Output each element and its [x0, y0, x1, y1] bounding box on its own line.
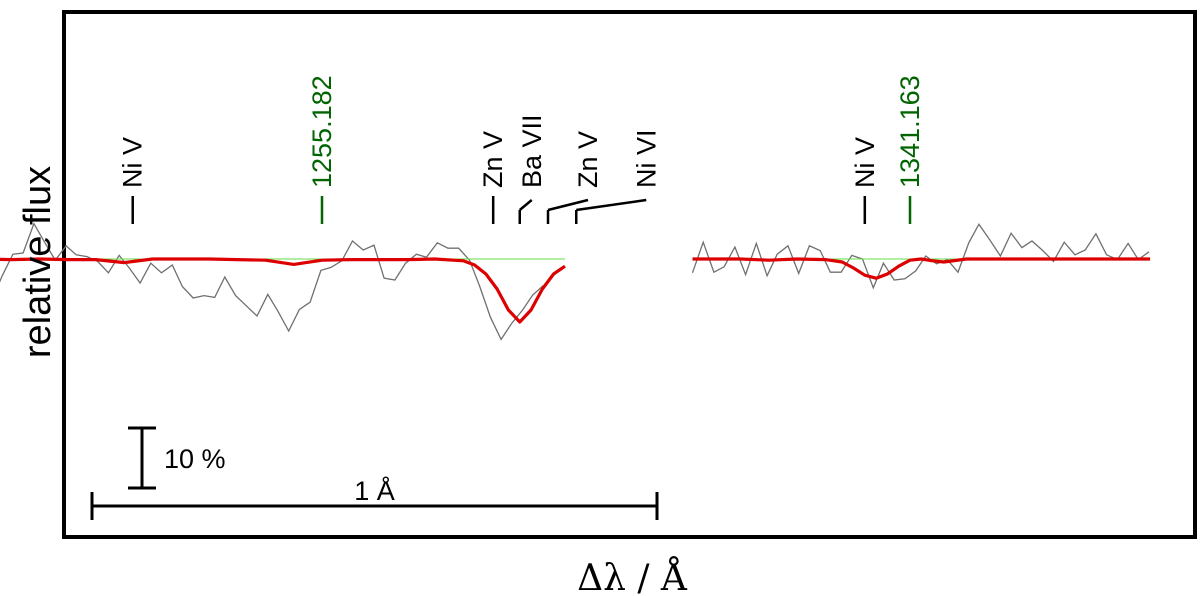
- line-id-ni-vi: Ni VI: [575, 129, 661, 224]
- line-id-ni-v: Ni V: [118, 137, 148, 224]
- wavelength-scale-bar: 1 Å: [90, 475, 659, 520]
- scale-bars: 10 % 1 Å: [90, 426, 659, 520]
- line-id-label: 1341.163: [895, 75, 925, 188]
- model-spectrum: [0, 257, 566, 324]
- x-axis-label: Δλ / Å: [577, 557, 688, 596]
- panel-1341: Ni V 1341.163: [691, 75, 1151, 290]
- panel-1255: Ni V 1255.182 Zn V Ba VII Zn V Ni VI: [0, 75, 661, 341]
- y-axis-label: relative flux: [17, 166, 59, 358]
- line-id-label: Ni VI: [631, 129, 661, 188]
- line-id-label: Ba VII: [517, 114, 547, 188]
- line-id-zn-v: Zn V: [546, 131, 603, 224]
- line-id-connector: [518, 199, 533, 211]
- line-id-ni-v: Ni V: [850, 137, 880, 224]
- line-id-connector: [547, 198, 589, 212]
- line-id-1255-182: 1255.182: [307, 75, 337, 224]
- observed-spectrum: [0, 222, 544, 341]
- spectrum-panels: Ni V 1255.182 Zn V Ba VII Zn V Ni VI Ni V 1341.…: [0, 75, 1151, 341]
- line-id-ba-vii: Ba VII: [517, 114, 547, 224]
- line-id-connector: [576, 198, 647, 212]
- flux-scale-bar: 10 %: [128, 426, 226, 490]
- observed-spectrum: [691, 222, 1150, 290]
- line-id-label: Zn V: [478, 131, 508, 188]
- line-id-zn-v: Zn V: [478, 131, 508, 224]
- flux-scale-label: 10 %: [164, 444, 226, 474]
- wavelength-scale-label: 1 Å: [354, 475, 395, 506]
- plot-frame: [62, 10, 1197, 539]
- line-id-label: Ni V: [850, 137, 880, 188]
- model-spectrum: [692, 257, 1151, 280]
- line-id-label: 1255.182: [307, 75, 337, 188]
- line-id-1341-163: 1341.163: [895, 75, 925, 224]
- line-id-label: Ni V: [118, 137, 148, 188]
- line-id-label: Zn V: [573, 131, 603, 188]
